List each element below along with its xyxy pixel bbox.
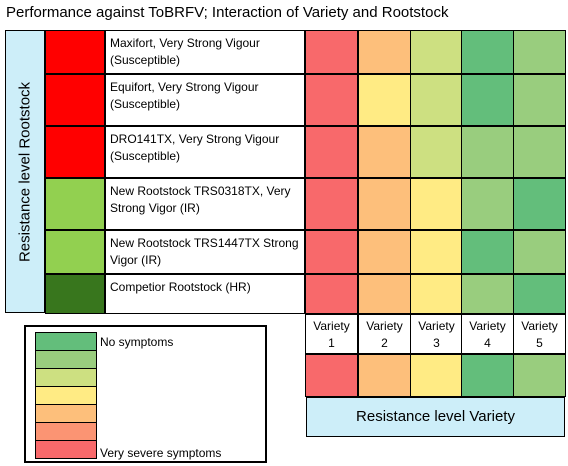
heatmap-cell bbox=[410, 178, 463, 230]
variety-level-cell bbox=[358, 354, 411, 397]
heatmap-cell bbox=[461, 30, 514, 74]
heatmap-cell bbox=[513, 274, 566, 314]
heatmap-cell bbox=[461, 274, 514, 314]
rootstock-label: New Rootstock TRS0318TX, Very Strong Vig… bbox=[105, 178, 305, 230]
variety-header-number: 3 bbox=[433, 336, 440, 350]
heatmap-cell bbox=[358, 178, 411, 230]
variety-header-label: Variety bbox=[366, 319, 403, 333]
heatmap-cell bbox=[305, 230, 358, 274]
variety-header-label: Variety bbox=[418, 319, 455, 333]
rootstock-axis-label: Resistance level Rootstock bbox=[16, 81, 34, 262]
rootstock-label: Competior Rootstock (HR) bbox=[105, 274, 305, 314]
heatmap-cell bbox=[410, 74, 463, 126]
heatmap-cell bbox=[513, 178, 566, 230]
heatmap-cell bbox=[410, 230, 463, 274]
heatmap-cell bbox=[305, 30, 358, 74]
heatmap-cell bbox=[461, 230, 514, 274]
variety-header-label: Variety bbox=[469, 319, 506, 333]
heatmap-cell bbox=[513, 126, 566, 178]
heatmap-cell bbox=[461, 178, 514, 230]
rootstock-color-swatch bbox=[45, 126, 105, 178]
heatmap-cell bbox=[305, 74, 358, 126]
heatmap-cell bbox=[358, 126, 411, 178]
chart-title: Performance against ToBRFV; Interaction … bbox=[6, 4, 449, 21]
heatmap-cell bbox=[358, 230, 411, 274]
heatmap-cell bbox=[358, 74, 411, 126]
variety-header-label: Variety bbox=[313, 319, 350, 333]
variety-level-cell bbox=[305, 354, 358, 397]
heatmap-cell bbox=[513, 230, 566, 274]
variety-header-number: 5 bbox=[536, 336, 543, 350]
heatmap-cell bbox=[461, 74, 514, 126]
heatmap-cell bbox=[513, 74, 566, 126]
rootstock-label: DRO141TX, Very Strong Vigour (Susceptibl… bbox=[105, 126, 305, 178]
variety-header: Variety 2 bbox=[358, 314, 411, 354]
rootstock-label: Equifort, Very Strong Vigour (Susceptibl… bbox=[105, 74, 305, 126]
rootstock-label: New Rootstock TRS1447TX Strong Vigor (IR… bbox=[105, 230, 305, 274]
legend-swatch bbox=[35, 368, 97, 387]
heatmap-cell bbox=[305, 126, 358, 178]
legend-swatch bbox=[35, 386, 97, 405]
heatmap-cell bbox=[513, 30, 566, 74]
variety-header: Variety 3 bbox=[410, 314, 463, 354]
variety-header-number: 4 bbox=[484, 336, 491, 350]
rootstock-color-swatch bbox=[45, 30, 105, 74]
variety-header-number: 1 bbox=[328, 336, 335, 350]
heatmap-cell bbox=[358, 30, 411, 74]
legend-top-label: No symptoms bbox=[100, 335, 174, 349]
rootstock-color-swatch bbox=[45, 230, 105, 274]
heatmap-cell bbox=[410, 30, 463, 74]
variety-level-cell bbox=[461, 354, 514, 397]
heatmap-cell bbox=[305, 178, 358, 230]
heatmap-cell bbox=[461, 126, 514, 178]
variety-header-number: 2 bbox=[381, 336, 388, 350]
variety-level-cell bbox=[513, 354, 566, 397]
rootstock-axis-label-box: Resistance level Rootstock bbox=[5, 30, 45, 313]
legend-bottom-label: Very severe symptoms bbox=[100, 446, 222, 460]
legend-swatch bbox=[35, 422, 97, 441]
legend: No symptoms Very severe symptoms bbox=[24, 325, 267, 463]
variety-level-cell bbox=[410, 354, 463, 397]
legend-swatch bbox=[35, 350, 97, 369]
rootstock-color-swatch bbox=[45, 178, 105, 230]
rootstock-color-swatch bbox=[45, 274, 105, 314]
heatmap-cell bbox=[410, 126, 463, 178]
variety-header-label: Variety bbox=[521, 319, 558, 333]
heatmap-cell bbox=[305, 274, 358, 314]
rootstock-color-swatch bbox=[45, 74, 105, 126]
variety-header: Variety 1 bbox=[305, 314, 358, 354]
variety-axis-label: Resistance level Variety bbox=[306, 397, 565, 437]
heatmap-cell bbox=[410, 274, 463, 314]
rootstock-label: Maxifort, Very Strong Vigour (Susceptibl… bbox=[105, 30, 305, 74]
legend-swatch bbox=[35, 404, 97, 423]
variety-header: Variety 4 bbox=[461, 314, 514, 354]
legend-swatch bbox=[35, 332, 97, 351]
legend-swatch bbox=[35, 440, 97, 459]
heatmap-cell bbox=[358, 274, 411, 314]
variety-header: Variety 5 bbox=[513, 314, 566, 354]
